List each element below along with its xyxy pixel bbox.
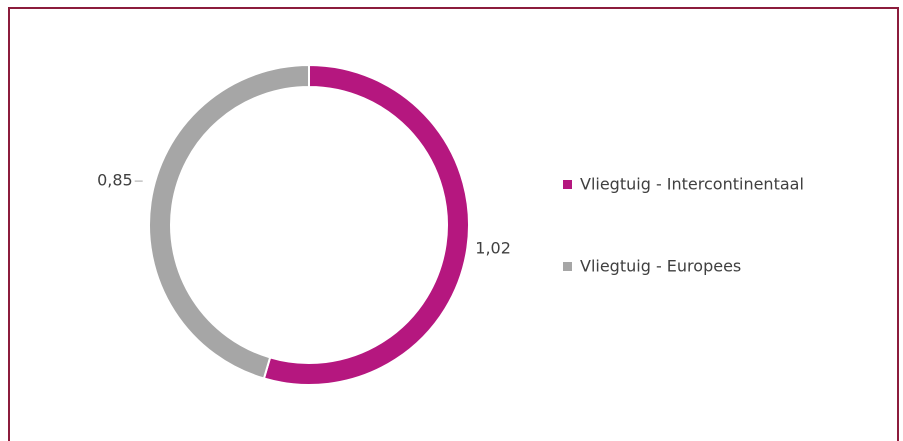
legend-swatch bbox=[563, 180, 572, 189]
legend-label: Vliegtuig - Intercontinentaal bbox=[580, 175, 804, 194]
frame bbox=[8, 7, 899, 441]
data-label: 1,02 bbox=[475, 238, 511, 257]
legend-label: Vliegtuig - Europees bbox=[580, 257, 741, 276]
donut-segment bbox=[148, 63, 310, 380]
data-label: 0,85 bbox=[97, 171, 133, 190]
legend-swatch bbox=[563, 262, 572, 271]
